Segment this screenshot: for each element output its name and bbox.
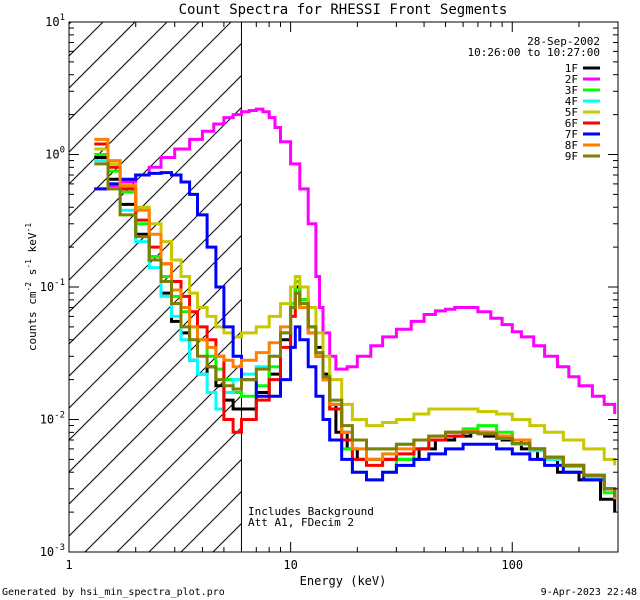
x-axis-label: Energy (keV) — [300, 574, 387, 588]
series-line-7F — [94, 171, 617, 500]
hatch-line — [0, 22, 39, 552]
date-label: 28-Sep-2002 — [527, 35, 600, 48]
hatch-line — [148, 458, 242, 552]
legend-label-7F: 7F — [565, 128, 578, 141]
legend-label-9F: 9F — [565, 150, 578, 163]
legend-label-3F: 3F — [565, 84, 578, 97]
hatch-line — [69, 42, 242, 217]
legend-label-4F: 4F — [565, 95, 578, 108]
x-tick-label: 1 — [65, 558, 72, 572]
series-line-4F — [94, 159, 617, 497]
hatch-line — [69, 330, 242, 505]
hatch-line — [69, 22, 200, 153]
legend-label-5F: 5F — [565, 106, 578, 119]
hatch-line — [84, 394, 242, 552]
legend-label-6F: 6F — [565, 117, 578, 130]
series-line-9F — [94, 162, 617, 497]
hatch-line — [69, 170, 242, 345]
series-line-5F — [94, 147, 617, 466]
y-axis-label-sup1: -2 — [24, 282, 33, 292]
y-tick-label: 100 — [45, 146, 65, 162]
footer-generated-by: Generated by hsi_min_spectra_plot.pro — [2, 587, 225, 598]
y-axis-label-sup3: -1 — [24, 223, 33, 233]
legend-label-2F: 2F — [565, 73, 578, 86]
y-tick-label: 10-3 — [40, 543, 65, 559]
x-tick-label: 10 — [283, 558, 297, 572]
hatch-line — [69, 362, 242, 537]
y-tick-label: 10-2 — [40, 411, 65, 427]
hatch-line — [69, 202, 242, 377]
hatch-line — [69, 22, 168, 121]
chart-title: Count Spectra for RHESSI Front Segments — [179, 2, 508, 18]
hatch-line — [69, 138, 242, 313]
legend-label-8F: 8F — [565, 139, 578, 152]
annotation-attenuator: Att A1, FDecim 2 — [248, 516, 354, 529]
x-axis: 1 10 100 — [65, 22, 619, 572]
annotation-background: Includes Background — [248, 505, 374, 518]
y-axis: 10-3 10-2 10-1 100 101 — [40, 13, 618, 559]
series-layer — [94, 107, 617, 513]
y-axis-label: counts cm-2 s-1 keV-1 — [24, 223, 39, 351]
footer-timestamp: 9-Apr-2023 22:48 — [541, 587, 637, 598]
y-axis-label-end: keV — [26, 232, 39, 259]
y-axis-label-base: counts cm — [26, 291, 39, 351]
hatch-line — [69, 22, 232, 185]
hatch-line — [69, 106, 242, 281]
time-range-label: 10:26:00 to 10:27:00 — [468, 46, 600, 59]
hatch-line — [69, 22, 136, 89]
y-axis-label-mid: s — [26, 269, 39, 282]
hatch-line — [116, 426, 242, 552]
hatch-line — [69, 74, 242, 249]
legend-label-1F: 1F — [565, 62, 578, 75]
y-axis-label-sup2: -1 — [24, 259, 33, 269]
x-tick-label: 100 — [501, 558, 523, 572]
y-tick-label: 101 — [45, 13, 65, 29]
series-line-2F — [94, 107, 617, 414]
y-tick-label: 10-1 — [40, 278, 65, 294]
hatch-line — [69, 298, 242, 473]
